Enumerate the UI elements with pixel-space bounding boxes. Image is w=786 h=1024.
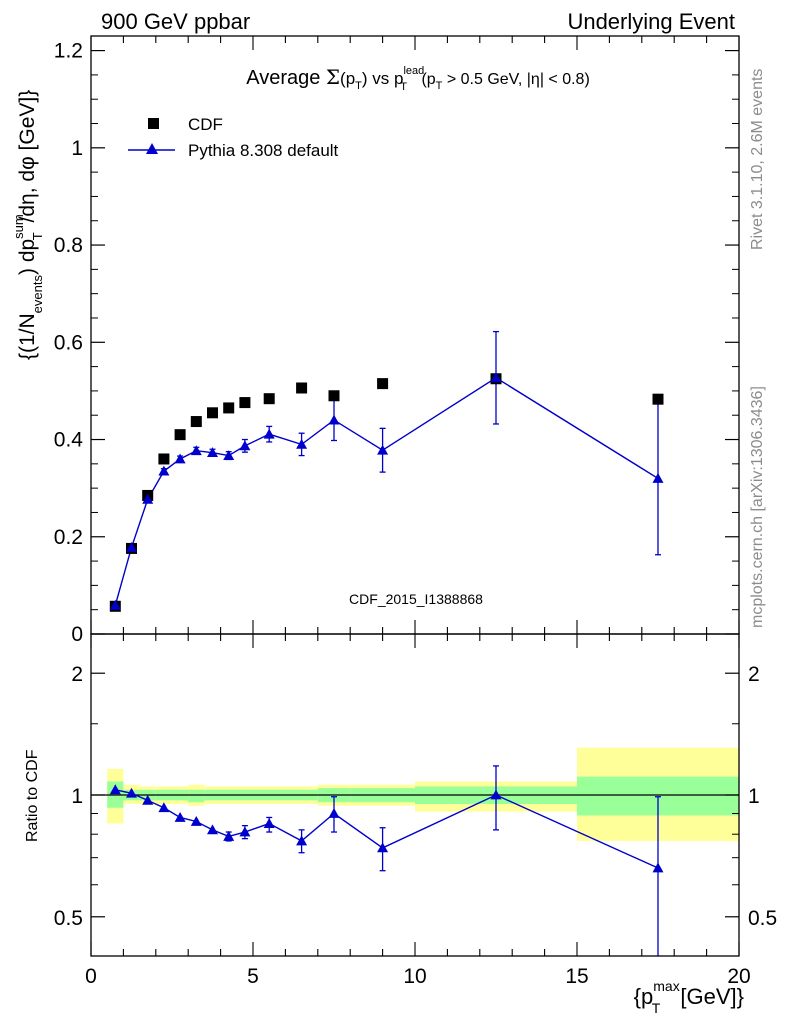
cdf-point [207,407,218,419]
main-y-tick-label: 0 [71,623,83,646]
legend-mc-label: Pythia 8.308 default [188,141,339,160]
mc-point [328,414,340,425]
main-y-tick-label: 0.6 [54,331,83,354]
header-left: 900 GeV ppbar [101,9,250,34]
x-ticks: 0 5 10 15 20 [85,36,751,988]
cdf-point [174,429,186,441]
header-right: Underlying Event [567,9,735,34]
ratio-point [190,816,202,826]
mc-point [223,450,235,460]
ratio-point [328,808,340,818]
cdf-point [652,393,664,405]
mc-point [142,493,154,504]
ratio-point [109,784,121,795]
mc-point [239,440,251,451]
mc-point [158,465,170,476]
cdf-point [296,382,308,394]
ratio-point [263,818,275,828]
x-tick-label: 10 [403,965,426,988]
ratio-point [652,862,664,873]
main-y-tick-label: 0.4 [54,429,84,452]
ratio-y-tick-label: 2 [71,663,83,686]
ratio-point [142,794,154,805]
x-tick-label: 20 [727,965,750,988]
ratio-y-label: Ratio to CDF [24,749,41,842]
x-tick-label: 15 [565,965,588,988]
ratio-y-tick-label-right: 1 [748,785,760,808]
ratio-point [158,802,170,813]
mcplots-label: mcplots.cern.ch [arXiv:1306.3436] [749,386,766,628]
mc-series-line [114,376,659,606]
mc-point [377,444,389,455]
x-axis-label: {pmax T [GeV]} [634,978,744,1016]
cdf-point [377,378,389,390]
ratio-series [109,765,664,956]
ratio-plot-frame [90,633,740,957]
ratio-y-tick-label: 0.5 [54,907,83,930]
ratio-point [174,811,186,822]
ratio-point [490,789,502,800]
ratio-point [126,787,137,798]
ratio-point [239,826,251,837]
ratio-band-inner [188,789,205,803]
x-tick-label: 5 [247,965,259,988]
x-tick-label: 0 [85,965,97,988]
main-y-ticks: 0 0.2 0.4 0.6 0.8 1 1.2 [54,40,739,646]
legend-cdf-marker [148,118,159,129]
mc-point [126,541,137,552]
mc-point [296,438,308,449]
ratio-bands [107,747,739,841]
ratio-point [223,830,235,841]
mc-point [190,445,202,456]
mc-point [174,453,186,464]
mc-point [263,428,275,439]
cdf-point [239,397,251,409]
cdf-point [263,393,275,405]
main-y-tick-label: 0.2 [54,526,83,549]
analysis-id: CDF_2015_I1388868 [349,591,483,607]
cdf-point [158,453,170,465]
cdf-point [190,416,202,428]
main-series [109,330,664,612]
cdf-point [223,402,235,414]
mc-point [490,372,502,383]
main-y-label: {(1/Nevents) dpsum T /dη, dφ [GeV]} [11,90,45,360]
ratio-point [207,824,218,835]
ratio-point [377,842,389,853]
main-y-tick-label: 0.8 [54,234,83,257]
legend-cdf-label: CDF [188,115,223,134]
mc-point [652,472,664,483]
ratio-y-tick-label-right: 2 [748,663,760,686]
mc-point [109,599,121,610]
cdf-point [328,390,340,402]
mc-point [207,447,218,458]
ratio-y-tick-label-right: 0.5 [748,907,777,930]
ratio-point [296,835,308,846]
rivet-label: Rivet 3.1.10, 2.6M events [749,69,766,250]
legend-mc-marker [146,143,158,154]
main-y-tick-label: 1.2 [54,40,83,63]
legend: CDF Pythia 8.308 default [128,115,339,160]
main-y-tick-label: 1 [71,137,83,160]
main-title: Average Σ(pT) vs plead T (pT > 0.5 GeV, |… [246,65,590,93]
ratio-y-tick-label: 1 [71,785,83,808]
